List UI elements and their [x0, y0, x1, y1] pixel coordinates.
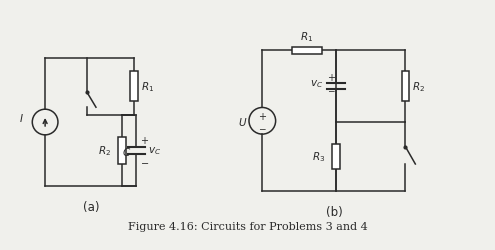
Text: $v_C$: $v_C$	[310, 78, 323, 89]
Bar	[333, 144, 340, 170]
Text: $-$: $-$	[327, 85, 336, 94]
Bar	[292, 48, 322, 55]
Text: (b): (b)	[326, 206, 342, 218]
Text: (a): (a)	[83, 201, 99, 213]
Text: $R_1$: $R_1$	[141, 80, 154, 94]
Text: +: +	[258, 112, 266, 122]
Bar	[401, 72, 409, 102]
Text: +: +	[327, 72, 336, 83]
Text: $v_C$: $v_C$	[148, 145, 161, 157]
Text: +: +	[140, 135, 148, 145]
Text: $U$: $U$	[238, 115, 248, 127]
Text: $R_2$: $R_2$	[98, 144, 111, 158]
Text: $-$: $-$	[140, 157, 149, 166]
Text: $C$: $C$	[122, 146, 132, 158]
Bar	[130, 72, 138, 102]
Bar	[118, 137, 126, 164]
Text: $R_2$: $R_2$	[412, 80, 425, 94]
Text: $R_3$: $R_3$	[312, 150, 326, 164]
Text: $R_1$: $R_1$	[300, 30, 313, 44]
Text: $I$: $I$	[19, 112, 24, 124]
Text: $-$: $-$	[258, 123, 267, 132]
Text: Figure 4.16: Circuits for Problems 3 and 4: Figure 4.16: Circuits for Problems 3 and…	[128, 221, 367, 231]
